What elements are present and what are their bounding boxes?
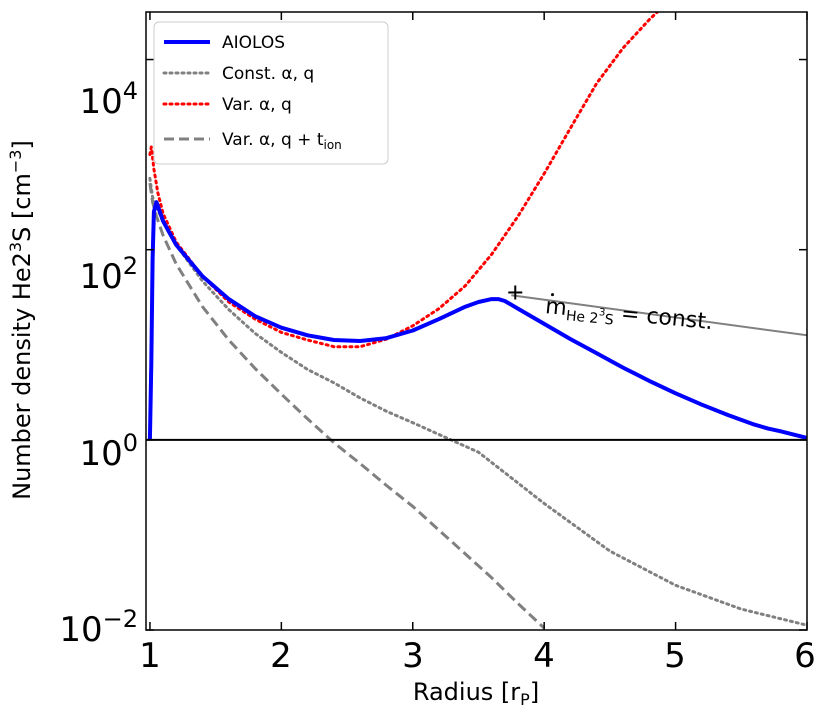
reference-layer [146, 285, 807, 441]
y-axis-label: Number density He23S [cm−3] [6, 140, 36, 500]
legend-label-const: Const. α, q [222, 64, 314, 84]
annotation-text: mHe 23S = const. [544, 294, 714, 338]
annotation-dot-accent [551, 293, 555, 297]
legend: AIOLOS Const. α, q Var. α, q Var. α, q +… [153, 21, 389, 165]
tick-layer [146, 12, 808, 631]
x-tick-label-1: 1 [139, 636, 161, 676]
series-line-0 [147, 200, 807, 440]
y-tick-label-2: 102 [79, 252, 138, 297]
legend-label-var-tion: Var. α, q + tion [222, 130, 342, 152]
x-tick-labels: 1 2 3 4 5 6 [139, 636, 816, 676]
series-line-3 [148, 182, 546, 630]
legend-label-var: Var. α, q [222, 95, 292, 115]
y-tick-labels: 10−2 100 102 104 [59, 77, 138, 650]
x-tick-label-5: 5 [664, 636, 686, 676]
x-axis-label: Radius [rP] [413, 678, 539, 709]
series-line-4 [511, 294, 807, 337]
plot-frame [145, 11, 808, 631]
series-layer [147, 12, 807, 630]
plus-marker [508, 285, 523, 300]
legend-label-aiolos: AIOLOS [222, 33, 285, 53]
legend-box [153, 21, 389, 165]
x-tick-label-6: 6 [794, 636, 816, 676]
x-tick-label-4: 4 [533, 636, 555, 676]
y-tick-label-m2: 10−2 [59, 605, 138, 650]
x-tick-label-2: 2 [270, 636, 292, 676]
series-line-1 [148, 176, 807, 627]
annotation-mdot-const: mHe 23S = const. [544, 293, 714, 338]
x-tick-label-3: 3 [402, 636, 424, 676]
y-tick-label-4: 104 [79, 77, 138, 122]
y-tick-label-0: 100 [79, 429, 138, 474]
series-line-2 [148, 12, 660, 349]
